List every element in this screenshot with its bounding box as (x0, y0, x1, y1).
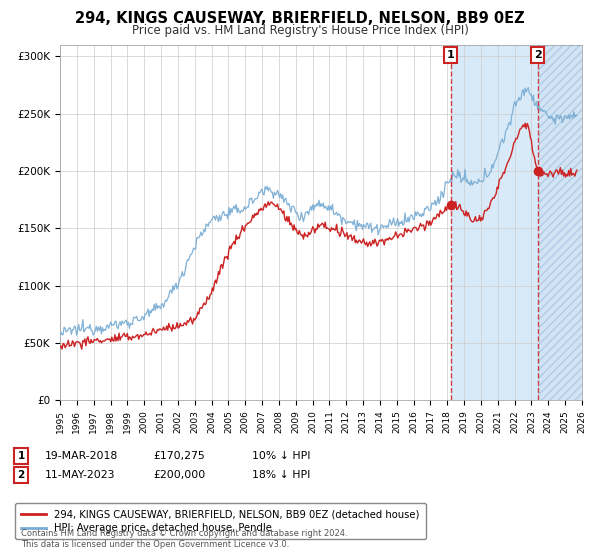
Text: £170,275: £170,275 (153, 451, 205, 461)
Text: £200,000: £200,000 (153, 470, 205, 480)
Text: 1: 1 (17, 451, 25, 461)
Text: Price paid vs. HM Land Registry's House Price Index (HPI): Price paid vs. HM Land Registry's House … (131, 24, 469, 36)
Text: 294, KINGS CAUSEWAY, BRIERFIELD, NELSON, BB9 0EZ: 294, KINGS CAUSEWAY, BRIERFIELD, NELSON,… (75, 11, 525, 26)
Bar (451, 45, 582, 400)
Text: This data is licensed under the Open Government Licence v3.0.: This data is licensed under the Open Gov… (21, 540, 289, 549)
Text: 19-MAR-2018: 19-MAR-2018 (45, 451, 118, 461)
Bar (538, 45, 582, 400)
Text: Contains HM Land Registry data © Crown copyright and database right 2024.: Contains HM Land Registry data © Crown c… (21, 529, 347, 538)
Text: 11-MAY-2023: 11-MAY-2023 (45, 470, 115, 480)
Legend: 294, KINGS CAUSEWAY, BRIERFIELD, NELSON, BB9 0EZ (detached house), HPI: Average : 294, KINGS CAUSEWAY, BRIERFIELD, NELSON,… (16, 503, 426, 539)
Text: 2: 2 (17, 470, 25, 480)
Text: 10% ↓ HPI: 10% ↓ HPI (252, 451, 311, 461)
Text: 1: 1 (447, 50, 455, 60)
Text: 2: 2 (534, 50, 542, 60)
Text: 18% ↓ HPI: 18% ↓ HPI (252, 470, 310, 480)
